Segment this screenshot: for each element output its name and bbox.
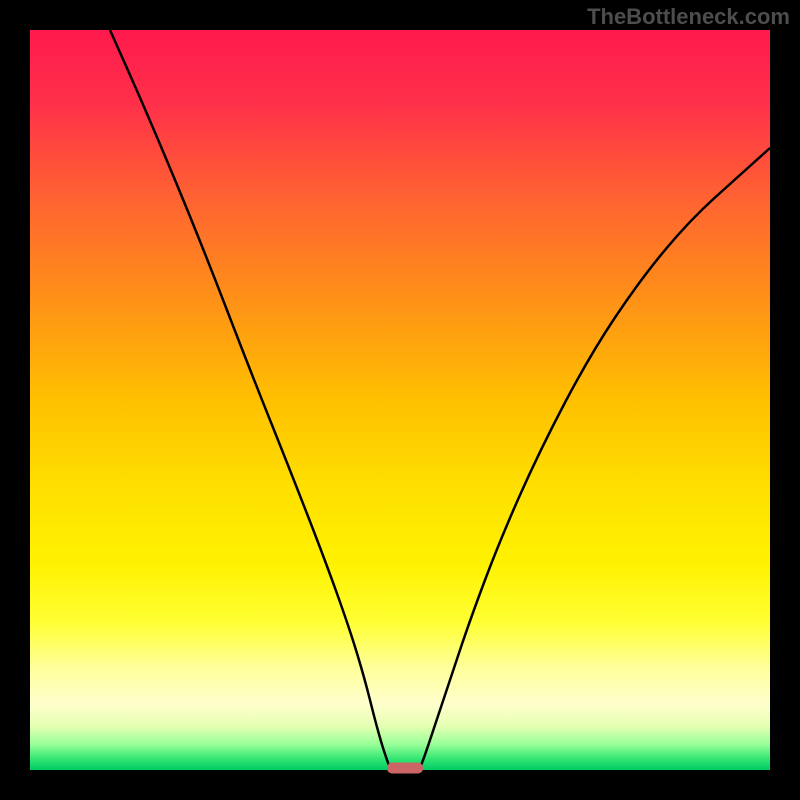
chart-curve xyxy=(30,30,770,770)
watermark-text: TheBottleneck.com xyxy=(587,4,790,30)
chart-plot-area xyxy=(30,30,770,770)
optimum-marker xyxy=(387,763,423,774)
